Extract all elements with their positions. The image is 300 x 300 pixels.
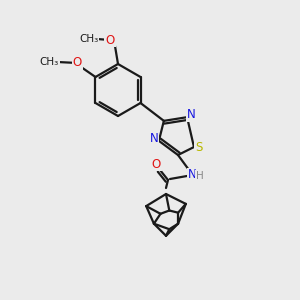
Text: H: H — [196, 171, 204, 181]
Text: O: O — [105, 34, 115, 46]
Text: N: N — [187, 108, 196, 121]
Text: O: O — [73, 56, 82, 70]
Text: CH₃: CH₃ — [80, 34, 99, 44]
Text: CH₃: CH₃ — [40, 57, 59, 67]
Text: N: N — [149, 132, 158, 145]
Text: O: O — [152, 158, 160, 170]
Text: S: S — [195, 140, 203, 154]
Text: N: N — [188, 169, 196, 182]
